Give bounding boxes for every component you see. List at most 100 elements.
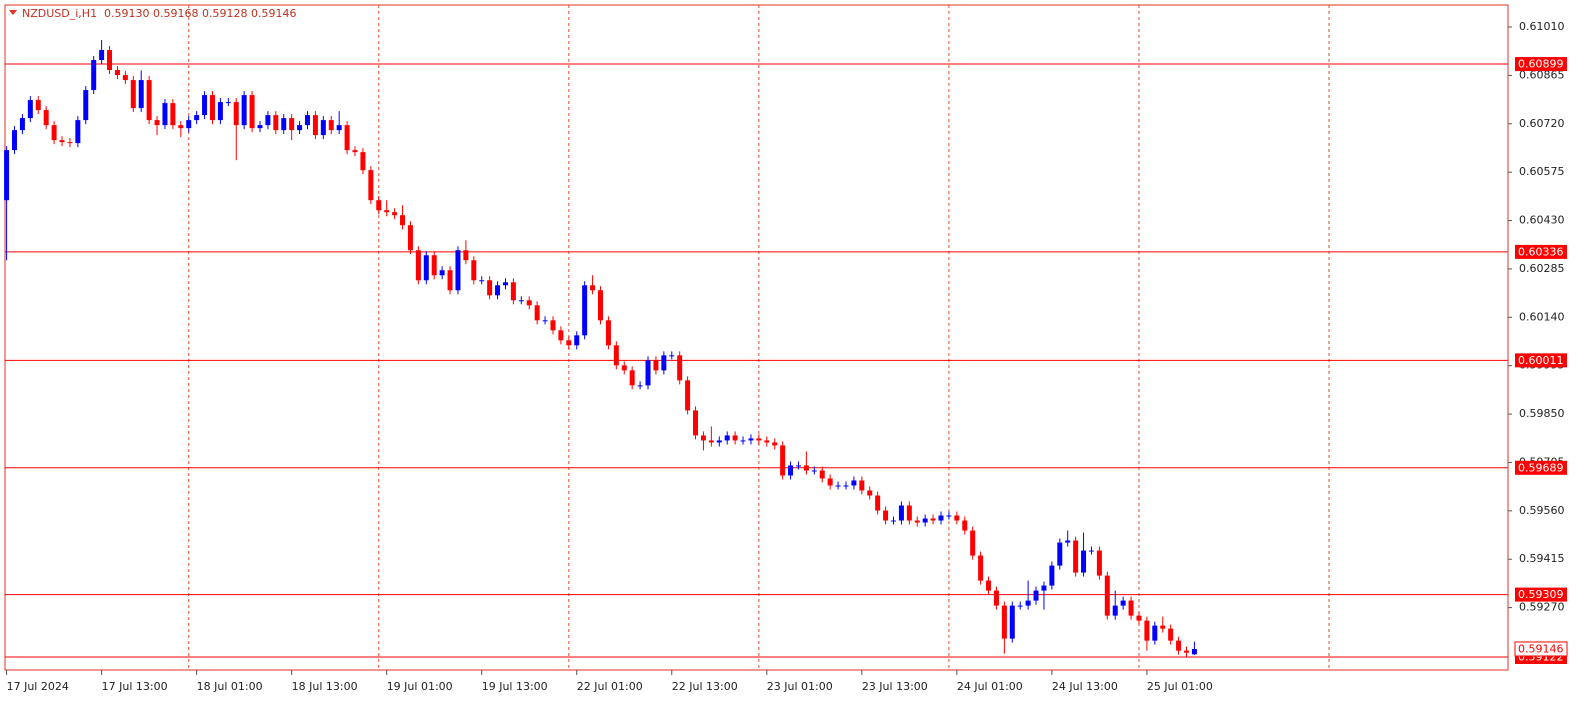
y-tick-label: 0.60140 bbox=[1519, 310, 1565, 323]
candle-body bbox=[1009, 605, 1015, 639]
candle-body bbox=[1049, 565, 1055, 586]
candle-body bbox=[257, 125, 263, 129]
candle-body bbox=[186, 120, 192, 129]
candle-body bbox=[827, 478, 833, 486]
candle-body bbox=[162, 103, 168, 126]
candle-body bbox=[233, 102, 239, 126]
candle-body bbox=[685, 380, 691, 411]
level-label: 0.60336 bbox=[1518, 245, 1564, 258]
x-tick-label: 18 Jul 13:00 bbox=[292, 680, 358, 693]
candle-body bbox=[273, 115, 279, 131]
x-tick-label: 18 Jul 01:00 bbox=[197, 680, 263, 693]
y-tick-label: 0.59850 bbox=[1519, 407, 1565, 420]
candle-body bbox=[392, 212, 398, 216]
candle-body bbox=[67, 142, 73, 144]
candle-body bbox=[970, 530, 976, 556]
candle-body bbox=[613, 345, 619, 366]
y-tick-label: 0.60720 bbox=[1519, 117, 1565, 130]
candle-body bbox=[677, 355, 683, 381]
candle-body bbox=[154, 120, 160, 126]
candle-body bbox=[875, 495, 881, 511]
candle-body bbox=[883, 510, 889, 521]
candle-body bbox=[1088, 550, 1094, 552]
x-tick-label: 17 Jul 13:00 bbox=[102, 680, 168, 693]
candle-body bbox=[91, 60, 97, 91]
candle-body bbox=[661, 355, 667, 371]
candle-body bbox=[75, 120, 81, 144]
candle-body bbox=[890, 520, 896, 522]
candle-body bbox=[653, 360, 659, 371]
candle-body bbox=[170, 103, 176, 126]
chart-title: NZDUSD_i,H1 0.59130 0.59168 0.59128 0.59… bbox=[22, 7, 297, 20]
candle-body bbox=[471, 260, 477, 281]
bid-label-box bbox=[1514, 641, 1568, 657]
candle-body bbox=[59, 140, 65, 143]
candle-body bbox=[1152, 625, 1158, 641]
level-label-box bbox=[1515, 244, 1567, 259]
candle-body bbox=[1128, 600, 1134, 616]
candle-body bbox=[566, 340, 572, 346]
candle-body bbox=[328, 120, 334, 131]
level-label: 0.60899 bbox=[1518, 58, 1564, 71]
menu-arrow bbox=[9, 10, 17, 15]
candle-body bbox=[597, 290, 603, 321]
candle-body bbox=[99, 50, 105, 61]
y-tick-label: 0.60430 bbox=[1519, 214, 1565, 227]
candle-body bbox=[819, 470, 825, 479]
candle-body bbox=[1136, 615, 1142, 621]
candle-body bbox=[906, 505, 912, 521]
level-label-box bbox=[1515, 460, 1567, 475]
candle-body bbox=[439, 270, 445, 276]
candle-body bbox=[1001, 605, 1007, 639]
y-tick-label: 0.61010 bbox=[1519, 20, 1565, 33]
candle-body bbox=[993, 590, 999, 606]
candle-body bbox=[732, 435, 738, 441]
candle-body bbox=[748, 438, 754, 441]
y-tick-label: 0.60865 bbox=[1519, 68, 1565, 81]
candle-body bbox=[122, 75, 128, 81]
y-tick-label: 0.59560 bbox=[1519, 504, 1565, 517]
candle-body bbox=[1176, 640, 1182, 651]
candle-body bbox=[487, 280, 493, 296]
candle-body bbox=[1160, 625, 1166, 629]
candle-body bbox=[138, 80, 144, 109]
x-tick-label: 22 Jul 13:00 bbox=[672, 680, 738, 693]
candle-body bbox=[700, 435, 706, 441]
candle-body bbox=[241, 95, 247, 126]
candle-body bbox=[1081, 550, 1087, 573]
candle-body bbox=[526, 300, 532, 306]
x-tick-label: 22 Jul 01:00 bbox=[577, 680, 643, 693]
candle-body bbox=[1112, 605, 1118, 616]
candle-body bbox=[740, 440, 746, 442]
candle-body bbox=[843, 485, 849, 487]
candle-body bbox=[930, 518, 936, 521]
candle-body bbox=[637, 385, 643, 387]
candle-body bbox=[463, 250, 469, 261]
candle-body bbox=[1120, 600, 1126, 606]
candle-body bbox=[590, 285, 596, 291]
candle-body bbox=[772, 442, 778, 446]
x-tick-label: 23 Jul 13:00 bbox=[862, 680, 928, 693]
candle-body bbox=[938, 515, 944, 521]
candle-body bbox=[558, 330, 564, 341]
candle-body bbox=[1017, 605, 1023, 607]
candle-body bbox=[788, 465, 794, 476]
candle-body bbox=[51, 125, 57, 141]
candle-body bbox=[194, 115, 200, 121]
x-tick-label: 19 Jul 01:00 bbox=[387, 680, 453, 693]
y-tick-label: 0.59270 bbox=[1519, 601, 1565, 614]
candle-body bbox=[1144, 620, 1150, 641]
candle-body bbox=[1096, 550, 1102, 576]
x-tick-label: 25 Jul 01:00 bbox=[1147, 680, 1213, 693]
candle-body bbox=[962, 520, 968, 531]
candle-body bbox=[360, 152, 366, 171]
candle-body bbox=[202, 95, 208, 116]
candle-body bbox=[83, 90, 89, 121]
candle-body bbox=[289, 118, 295, 131]
candle-body bbox=[107, 50, 113, 71]
candle-body bbox=[400, 215, 406, 226]
candle-body bbox=[1104, 575, 1110, 616]
candle-body bbox=[867, 490, 873, 496]
candle-body bbox=[265, 115, 271, 126]
candle-body bbox=[1191, 648, 1197, 655]
